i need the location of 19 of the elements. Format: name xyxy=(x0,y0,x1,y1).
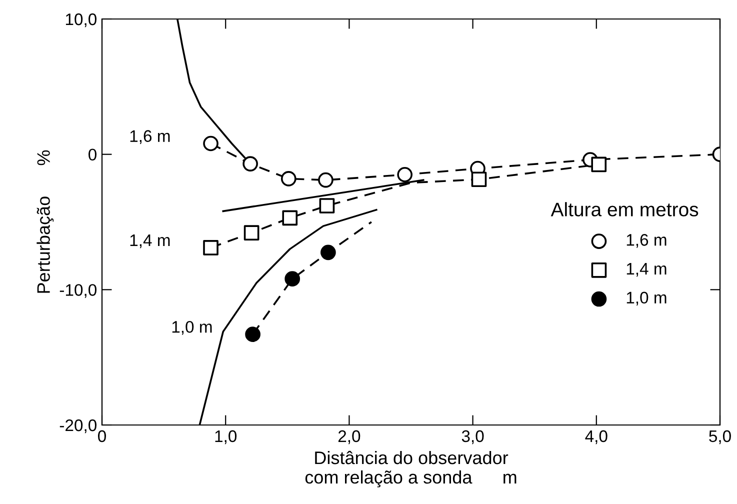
x-tick-label: 3,0 xyxy=(462,430,484,444)
legend-title: Altura em metros xyxy=(550,202,698,216)
x-tick-label: 4,0 xyxy=(585,430,608,444)
y-tick-label: -10,0 xyxy=(60,284,96,298)
x-axis-title: Distância do observador com relação a sonda m xyxy=(305,450,516,488)
text: 1,6 m xyxy=(130,130,170,144)
text: 1,4 m xyxy=(130,234,170,248)
x-tick-label: 5,0 xyxy=(709,430,731,444)
y-tick-label: 0 xyxy=(88,148,96,161)
legend-label: 1,6 m xyxy=(626,234,666,248)
x-tick-label: 0 xyxy=(98,430,106,442)
x-tick-label: 1,0 xyxy=(215,430,237,444)
y-tick-label: 10,0 xyxy=(66,13,96,28)
legend-label: 1,4 m xyxy=(626,263,666,277)
legend-label: 1,0 m xyxy=(626,292,666,306)
y-tick-label: -20,0 xyxy=(60,419,96,434)
y-axis-title: Perturbação % xyxy=(36,150,54,293)
text: 1,0 m xyxy=(172,321,212,335)
x-tick-label: 2,0 xyxy=(338,430,360,444)
